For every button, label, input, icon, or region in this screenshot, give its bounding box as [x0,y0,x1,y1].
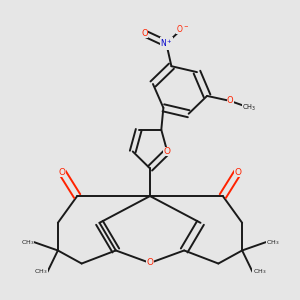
Text: CH$_3$: CH$_3$ [242,103,257,113]
Text: O: O [141,29,148,38]
Text: O: O [234,168,241,177]
Text: CH$_3$: CH$_3$ [21,238,34,247]
Text: CH$_3$: CH$_3$ [253,267,266,276]
Text: CH$_3$: CH$_3$ [266,238,279,247]
Text: O: O [227,97,234,106]
Text: O$^-$: O$^-$ [176,22,189,34]
Text: O: O [146,258,154,267]
Text: N$^+$: N$^+$ [160,38,173,50]
Text: O: O [59,168,66,177]
Text: CH$_3$: CH$_3$ [34,267,47,276]
Text: O: O [164,147,171,156]
